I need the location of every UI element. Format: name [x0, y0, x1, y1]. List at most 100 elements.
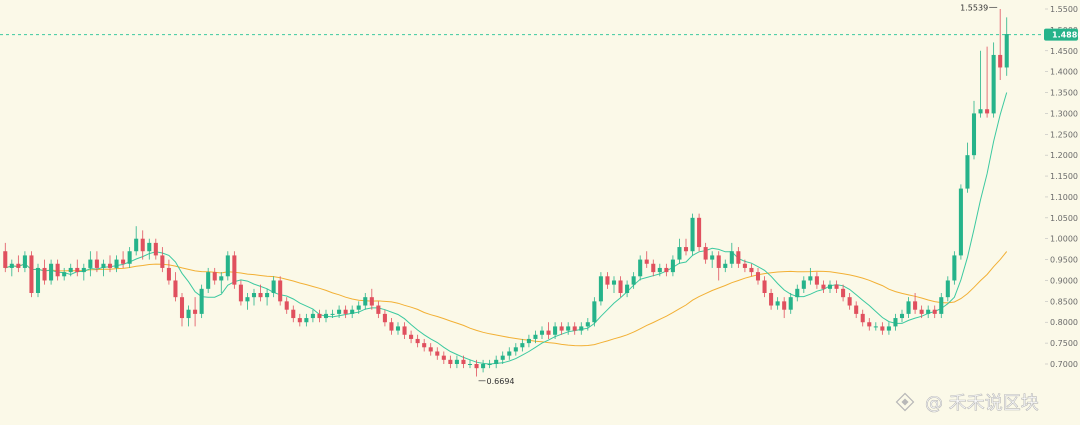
candle-body [775, 301, 780, 306]
candle-body [42, 267, 47, 281]
candle-body [703, 247, 708, 260]
candle-body [22, 255, 27, 268]
candle-body [481, 364, 486, 369]
candle-body [854, 305, 859, 314]
candle-body [415, 338, 420, 344]
candle-body [441, 355, 446, 360]
candle-body [841, 288, 846, 298]
y-tick-label: 0.9500 [1050, 256, 1078, 265]
candle-body [566, 326, 571, 331]
candle-body [716, 255, 721, 268]
candle-body [500, 355, 505, 360]
candle-body [369, 297, 374, 306]
candle-body [644, 259, 649, 264]
current-price-text: 1.4886 [1052, 31, 1080, 40]
candle-body [867, 322, 872, 327]
candle-body [55, 263, 60, 277]
candle-body [958, 188, 963, 256]
candle-body [598, 276, 603, 302]
candle-body [657, 267, 662, 273]
candle-body [520, 343, 525, 348]
candle-body [886, 326, 891, 331]
y-tick-label: 1.1500 [1050, 172, 1078, 181]
candle-body [664, 267, 669, 273]
candle-body [193, 309, 198, 314]
candle-body [245, 297, 250, 302]
candle-body [29, 255, 34, 293]
candle-body [232, 255, 237, 285]
candle-body [291, 309, 296, 319]
candle-body [683, 247, 689, 252]
high-label: 1.5539 [960, 3, 988, 12]
candle-body [395, 326, 401, 331]
candle-body [795, 288, 800, 298]
candle-body [638, 259, 643, 277]
y-tick-label: 0.9000 [1050, 276, 1078, 285]
candle-body [736, 251, 741, 264]
candle-body [304, 318, 309, 323]
candle-body [428, 347, 433, 352]
candle-body [710, 255, 715, 260]
y-tick-label: 1.4500 [1050, 47, 1078, 56]
candle-body [435, 351, 440, 356]
candle-body [343, 309, 348, 314]
y-tick-label: 1.5500 [1050, 5, 1078, 14]
y-tick-label: 1.3500 [1050, 89, 1078, 98]
candle-body [808, 276, 813, 281]
candle-body [592, 301, 597, 323]
candle-body [461, 359, 466, 364]
candle-body [998, 54, 1003, 68]
candle-body [3, 251, 8, 268]
watermark-text: @ 禾禾说区块 [925, 393, 1039, 414]
candle-body [690, 217, 695, 252]
candle-body [513, 347, 518, 352]
candle-body [526, 338, 531, 344]
candle-body [559, 326, 564, 331]
candle-body [860, 313, 865, 323]
candle-body [965, 155, 970, 189]
candle-body [782, 301, 787, 310]
candle-body [350, 309, 355, 314]
candle-body [101, 263, 106, 268]
y-tick-label: 0.8500 [1050, 297, 1078, 306]
candle-body [258, 293, 263, 298]
candle-body [572, 326, 577, 331]
candle-body [454, 359, 459, 364]
candle-body [199, 288, 204, 314]
candle-body [533, 334, 538, 339]
candle-body [35, 267, 41, 293]
y-axis: 1.55001.50001.45001.40001.35001.30001.25… [1045, 5, 1078, 369]
ma-fast-line [5, 92, 1008, 365]
candle-body [873, 326, 878, 328]
candle-body [945, 280, 950, 298]
candle-body [284, 301, 289, 310]
candle-body [147, 242, 152, 252]
candle-body [376, 305, 381, 314]
candle-body [323, 313, 329, 319]
candle-body [932, 309, 937, 314]
candle-body [913, 301, 918, 310]
y-tick-label: 1.4000 [1050, 68, 1078, 77]
candle-body [926, 309, 931, 314]
candle-body [827, 284, 833, 289]
candle-body [186, 309, 191, 319]
candle-body [317, 313, 322, 319]
y-tick-label: 0.8000 [1050, 318, 1078, 327]
candle-body [1004, 34, 1009, 68]
candle-body [749, 267, 754, 273]
candle-body [952, 255, 957, 281]
candle-body [75, 267, 80, 273]
y-tick-label: 0.7500 [1050, 339, 1078, 348]
candle-body [382, 313, 387, 323]
y-tick-label: 1.0000 [1050, 235, 1078, 244]
candle-body [389, 322, 394, 331]
current-price-tag-bg [1044, 28, 1078, 41]
candle-body [906, 301, 911, 314]
candle-body [134, 238, 139, 252]
candle-body [409, 334, 414, 339]
candle-body [788, 297, 793, 310]
candle-body [448, 359, 453, 364]
candle-body [697, 217, 702, 248]
ma-slow-line [5, 251, 1008, 347]
